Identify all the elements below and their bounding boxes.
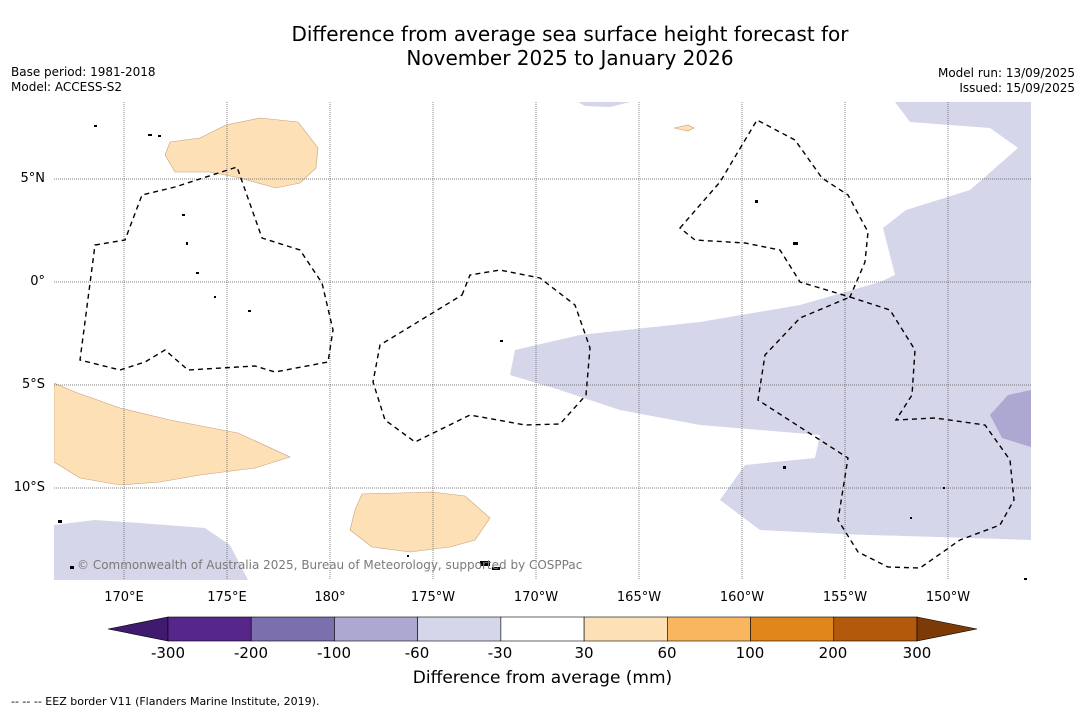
- colorbar-tick-label: 300: [902, 644, 932, 662]
- copyright-notice: © Commonwealth of Australia 2025, Bureau…: [77, 558, 583, 572]
- colorbar-title: Difference from average (mm): [412, 668, 673, 688]
- lon-label: 150°W: [925, 590, 971, 605]
- colorbar: [107, 616, 978, 642]
- anomaly-region-neg-southwest: [54, 520, 248, 580]
- lon-label: 170°E: [104, 590, 144, 605]
- eez-border-west: [79, 166, 334, 373]
- lon-label: 170°W: [513, 590, 559, 605]
- lat-label: 10°S: [13, 480, 45, 495]
- map-title: Difference from average sea surface heig…: [0, 22, 1085, 70]
- eez-footnote: -- -- -- EEZ border V11 (Flanders Marine…: [11, 695, 320, 708]
- colorbar-tick-label: 200: [818, 644, 848, 662]
- anomaly-region-pos-small: [673, 124, 695, 132]
- anomaly-region-pos-south: [349, 491, 491, 553]
- lat-label: 5°N: [20, 171, 46, 186]
- colorbar-cell: [417, 616, 502, 642]
- issued-date: Issued: 15/09/2025: [959, 81, 1075, 95]
- gridlines: [54, 102, 1031, 580]
- colorbar-tick-label: -200: [233, 644, 269, 662]
- lon-label: 165°W: [616, 590, 662, 605]
- colorbar-cell: [500, 616, 585, 642]
- colorbar-cell: [583, 616, 668, 642]
- meta-left: Base period: 1981-2018 Model: ACCESS-S2: [11, 65, 156, 95]
- eez-border-northeast: [678, 119, 869, 298]
- islands: [58, 125, 1027, 580]
- lon-label: 180°: [314, 590, 346, 605]
- anomaly-region-pos-north: [164, 117, 319, 189]
- colorbar-tick-label: -100: [316, 644, 352, 662]
- anomaly-region-neg-east: [510, 102, 1031, 540]
- colorbar-tick-label: 30: [574, 644, 594, 662]
- colorbar-cell: [667, 616, 751, 642]
- anomaly-region-neg-strong: [990, 390, 1031, 447]
- colorbar-tick-label: 60: [657, 644, 677, 662]
- lon-label: 155°W: [822, 590, 868, 605]
- colorbar-tick-label: -60: [404, 644, 430, 662]
- colorbar-tick-label: -300: [150, 644, 186, 662]
- eez-border-central: [372, 269, 591, 443]
- colorbar-tick-label: 100: [735, 644, 765, 662]
- title-line-1: Difference from average sea surface heig…: [291, 22, 849, 46]
- model-run: Model run: 13/09/2025: [937, 66, 1075, 80]
- colorbar-extend-right: [916, 616, 978, 642]
- colorbar-cell: [750, 616, 835, 642]
- lat-label: 0°: [30, 274, 45, 289]
- anomaly-region-pos-west: [54, 382, 291, 486]
- colorbar-cell: [833, 616, 918, 642]
- base-period: Base period: 1981-2018: [11, 65, 156, 79]
- lat-label: 5°S: [21, 377, 45, 392]
- eez-borders: [79, 119, 1015, 569]
- colorbar-tick-label: -30: [487, 644, 513, 662]
- map-area: [54, 102, 1031, 580]
- lon-label: 160°W: [719, 590, 765, 605]
- model-name: Model: ACCESS-S2: [11, 80, 123, 94]
- colorbar-cell: [167, 616, 252, 642]
- anomaly-region-neg-top: [578, 102, 630, 107]
- eez-border-east: [757, 296, 1015, 569]
- lon-label: 175°W: [410, 590, 456, 605]
- lon-label: 175°E: [207, 590, 247, 605]
- colorbar-cell: [250, 616, 335, 642]
- title-line-2: November 2025 to January 2026: [406, 46, 734, 70]
- colorbar-cell: [334, 616, 418, 642]
- colorbar-extend-left: [107, 616, 169, 642]
- meta-right: Model run: 13/09/2025 Issued: 15/09/2025: [938, 66, 1075, 96]
